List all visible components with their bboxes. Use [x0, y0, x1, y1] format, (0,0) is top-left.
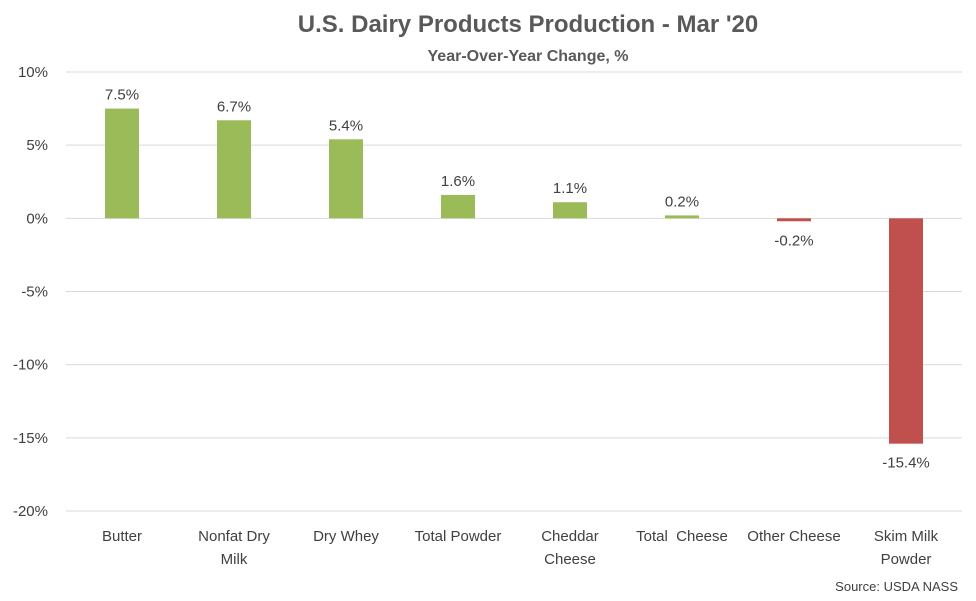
data-label: 6.7% [217, 98, 251, 115]
bar [329, 139, 363, 219]
y-axis: 10% 5% 0% -5% -10% -15% -20% [13, 64, 48, 520]
bar [553, 202, 587, 219]
source-note: Source: USDA NASS [835, 579, 958, 594]
x-tick-label: Cheese [544, 551, 596, 568]
x-tick-label: Powder [881, 551, 932, 568]
data-label: 5.4% [329, 117, 363, 134]
y-tick-label: -20% [13, 503, 48, 520]
x-tick-label: Other Cheese [747, 528, 840, 545]
bar [889, 218, 923, 444]
y-tick-label: 10% [18, 64, 48, 81]
x-tick-label: Skim Milk [874, 528, 939, 545]
bar [665, 215, 699, 219]
x-tick-label: Total Powder [415, 528, 502, 545]
y-tick-label: -15% [13, 430, 48, 447]
y-tick-label: 5% [26, 137, 48, 154]
data-label: 1.1% [553, 180, 587, 197]
y-tick-label: -10% [13, 357, 48, 374]
gridlines [66, 71, 962, 512]
data-labels: 7.5% 6.7% 5.4% 1.6% 1.1% 0.2% -0.2% -15.4% [105, 87, 930, 472]
x-tick-label: Butter [102, 528, 142, 545]
x-axis: Butter Nonfat Dry Milk Dry Whey Total Powder… [102, 528, 939, 568]
data-label: -0.2% [774, 232, 813, 249]
x-tick-label: Dry Whey [313, 528, 379, 545]
chart-title: U.S. Dairy Products Production - Mar '20 [298, 11, 758, 38]
bars [105, 108, 923, 444]
y-tick-label: -5% [21, 284, 48, 301]
bar [217, 120, 251, 219]
chart-subtitle: Year-Over-Year Change, % [428, 48, 629, 65]
data-label: 0.2% [665, 193, 699, 210]
bar [105, 108, 139, 219]
x-tick-label: Nonfat Dry [198, 528, 270, 545]
y-tick-label: 0% [26, 210, 48, 227]
bar [441, 194, 475, 219]
bar [777, 218, 811, 222]
x-tick-label: Milk [221, 551, 248, 568]
data-label: 1.6% [441, 173, 475, 190]
x-tick-label: Cheddar [541, 528, 599, 545]
data-label: 7.5% [105, 87, 139, 104]
x-tick-label: Total Cheese [636, 528, 728, 545]
data-label: -15.4% [882, 455, 930, 472]
